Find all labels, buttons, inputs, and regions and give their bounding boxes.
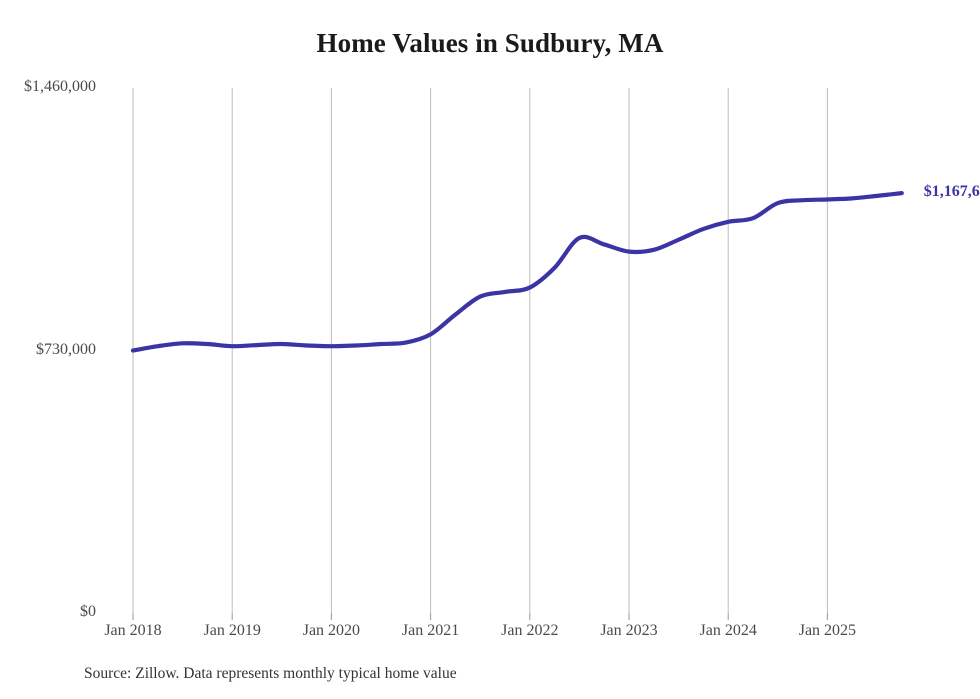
axis-ticks-group (132, 613, 828, 620)
y-axis-label-mid: $730,000 (36, 340, 96, 358)
y-axis-label-top: $1,460,000 (24, 78, 96, 95)
gridlines-group (132, 88, 828, 613)
source-note: Source: Zillow. Data represents monthly … (84, 665, 457, 682)
data-line-series (130, 191, 904, 353)
x-axis-label: Jan 2018 (104, 622, 162, 639)
series-end-value-label: $1,167,670 (923, 183, 980, 201)
x-axis-label: Jan 2023 (600, 622, 658, 639)
x-axis-label: Jan 2025 (798, 622, 857, 639)
y-axis-label-bottom: $0 (80, 603, 96, 620)
x-axis-label: Jan 2022 (501, 622, 559, 639)
x-axis-label: Jan 2019 (203, 622, 261, 639)
x-axis-label: Jan 2021 (401, 622, 460, 639)
chart-title: Home Values in Sudbury, MA (316, 28, 664, 58)
x-axis-label: Jan 2020 (302, 622, 361, 639)
x-axis-label: Jan 2024 (699, 622, 757, 639)
